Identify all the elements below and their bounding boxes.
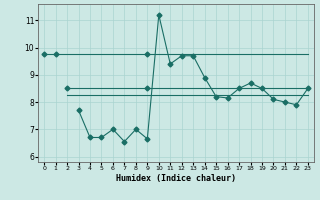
X-axis label: Humidex (Indice chaleur): Humidex (Indice chaleur)	[116, 174, 236, 183]
